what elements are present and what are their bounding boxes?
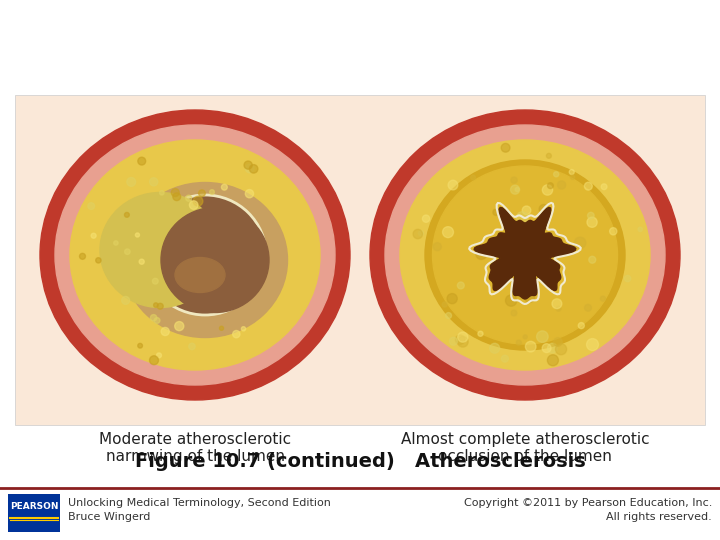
Circle shape (515, 187, 519, 192)
Circle shape (249, 165, 258, 173)
Circle shape (522, 206, 531, 214)
Circle shape (186, 195, 192, 201)
Circle shape (246, 164, 254, 173)
Ellipse shape (425, 160, 625, 350)
Ellipse shape (55, 125, 335, 385)
Ellipse shape (100, 192, 220, 307)
Circle shape (443, 227, 454, 238)
Circle shape (600, 296, 606, 301)
Circle shape (547, 183, 554, 188)
Circle shape (516, 340, 521, 345)
FancyBboxPatch shape (8, 494, 60, 532)
Circle shape (125, 249, 130, 254)
Circle shape (587, 339, 598, 350)
Circle shape (578, 322, 585, 329)
Circle shape (150, 178, 158, 186)
Text: Moderate atherosclerotic
narrowing of the lumen: Moderate atherosclerotic narrowing of th… (99, 432, 291, 464)
Circle shape (476, 248, 487, 259)
Circle shape (127, 178, 135, 186)
Circle shape (442, 302, 447, 307)
Circle shape (585, 182, 593, 190)
Circle shape (490, 343, 500, 353)
Circle shape (502, 214, 513, 226)
Circle shape (446, 313, 451, 319)
FancyBboxPatch shape (0, 488, 720, 540)
Circle shape (150, 315, 157, 321)
Circle shape (135, 233, 140, 237)
Circle shape (161, 327, 169, 335)
Circle shape (154, 318, 160, 323)
Polygon shape (474, 207, 576, 299)
Circle shape (554, 172, 559, 177)
Text: Figure 10.7 (continued)   Atherosclerosis: Figure 10.7 (continued) Atherosclerosis (135, 452, 585, 471)
Circle shape (493, 209, 499, 215)
Circle shape (546, 153, 552, 158)
Circle shape (150, 356, 158, 364)
Circle shape (505, 295, 517, 306)
Circle shape (510, 185, 520, 194)
Text: PEARSON: PEARSON (10, 502, 58, 511)
Circle shape (79, 253, 86, 259)
Circle shape (585, 305, 591, 311)
Circle shape (471, 175, 476, 180)
Circle shape (175, 321, 184, 330)
Circle shape (193, 196, 203, 206)
Circle shape (157, 303, 163, 309)
Circle shape (173, 193, 181, 200)
Circle shape (547, 343, 557, 353)
Circle shape (125, 212, 130, 217)
Circle shape (246, 190, 253, 198)
Circle shape (501, 144, 510, 152)
Circle shape (575, 237, 586, 248)
Ellipse shape (70, 140, 320, 370)
Circle shape (523, 335, 527, 339)
Circle shape (456, 335, 465, 345)
Circle shape (222, 184, 228, 190)
Circle shape (524, 292, 535, 302)
Circle shape (448, 180, 458, 190)
Circle shape (557, 181, 566, 189)
Circle shape (511, 177, 517, 184)
Ellipse shape (400, 140, 650, 370)
Circle shape (542, 185, 553, 195)
Circle shape (555, 343, 567, 355)
Circle shape (516, 212, 528, 224)
Ellipse shape (145, 196, 265, 314)
Circle shape (423, 215, 430, 222)
Ellipse shape (370, 110, 680, 400)
Circle shape (610, 228, 617, 235)
Circle shape (153, 278, 158, 284)
Circle shape (413, 230, 423, 239)
Circle shape (139, 259, 144, 264)
Text: Unlocking Medical Terminology, Second Edition: Unlocking Medical Terminology, Second Ed… (68, 498, 331, 508)
Ellipse shape (40, 110, 350, 400)
Text: All rights reserved.: All rights reserved. (606, 512, 712, 522)
Circle shape (153, 303, 158, 307)
Circle shape (539, 205, 549, 214)
Circle shape (138, 157, 145, 165)
Circle shape (449, 338, 457, 345)
Circle shape (547, 355, 559, 366)
Text: Bruce Wingerd: Bruce Wingerd (68, 512, 150, 522)
Circle shape (589, 256, 595, 264)
Circle shape (91, 233, 96, 238)
Circle shape (511, 310, 517, 316)
Text: Copyright ©2011 by Pearson Education, Inc.: Copyright ©2011 by Pearson Education, In… (464, 498, 712, 508)
Circle shape (536, 331, 548, 342)
Circle shape (244, 161, 252, 169)
Circle shape (418, 231, 423, 236)
Circle shape (114, 241, 118, 245)
Circle shape (570, 170, 575, 174)
Circle shape (447, 294, 457, 303)
Circle shape (220, 326, 224, 330)
Circle shape (189, 343, 195, 350)
Circle shape (638, 227, 642, 232)
Circle shape (501, 355, 508, 362)
Circle shape (433, 242, 441, 251)
Circle shape (457, 282, 464, 289)
Circle shape (88, 202, 94, 210)
Circle shape (458, 332, 468, 342)
Circle shape (160, 191, 164, 195)
Circle shape (457, 336, 468, 347)
